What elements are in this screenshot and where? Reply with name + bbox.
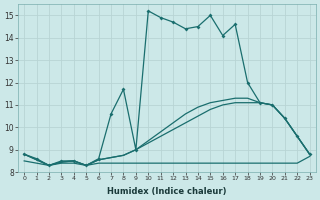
X-axis label: Humidex (Indice chaleur): Humidex (Indice chaleur) [107,187,227,196]
